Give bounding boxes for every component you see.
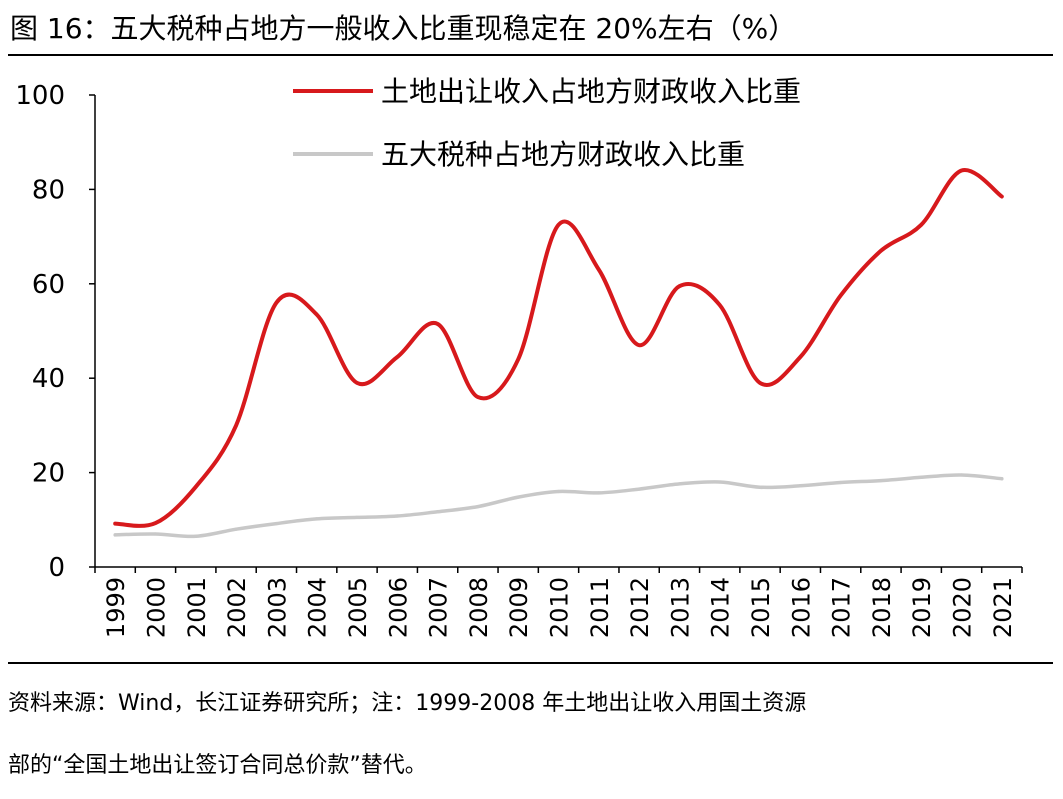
data-point xyxy=(718,480,722,484)
x-tick-label: 2019 xyxy=(908,577,936,638)
y-tick-label: 80 xyxy=(32,175,65,205)
x-tick-label: 2013 xyxy=(666,577,694,638)
data-point xyxy=(194,485,198,489)
data-point xyxy=(597,268,601,272)
x-tick-label: 2001 xyxy=(183,577,211,638)
data-point xyxy=(637,343,641,347)
legend-label-2: 五大税种占地方财政收入比重 xyxy=(381,138,745,171)
x-tick-label: 2017 xyxy=(828,577,856,638)
y-tick-label: 60 xyxy=(32,270,65,300)
data-point xyxy=(919,475,923,479)
data-point xyxy=(798,484,802,488)
data-point xyxy=(516,357,520,361)
data-point xyxy=(677,284,682,288)
x-tick-label: 2007 xyxy=(425,577,453,638)
source-line-1: 资料来源：Wind，长江证券研究所；注：1999-2008 年土地出让收入用国土… xyxy=(8,691,807,716)
line-chart: 0 20 40 60 80 100 1999 2000 2001 2002 2003 2004 2005… xyxy=(15,75,1023,638)
x-tick-label: 2004 xyxy=(304,577,332,638)
data-point xyxy=(839,294,843,298)
source-line-2: 部的“全国土地出让签订合同总价款”替代。 xyxy=(8,753,427,778)
x-tick-label: 2002 xyxy=(223,577,251,638)
data-point xyxy=(758,485,762,489)
data-point xyxy=(839,480,843,485)
x-tick-label: 2005 xyxy=(344,577,372,638)
data-point xyxy=(1000,194,1004,199)
bottom-rule xyxy=(8,662,1053,664)
data-point xyxy=(355,381,359,385)
x-tick-label: 2014 xyxy=(707,577,735,638)
x-tick-label: 2000 xyxy=(142,577,170,638)
data-point xyxy=(798,355,802,359)
data-point xyxy=(556,489,561,494)
x-tick-label: 2006 xyxy=(384,577,412,638)
y-tick-label: 40 xyxy=(32,364,65,394)
data-point xyxy=(274,521,278,526)
data-point xyxy=(476,395,480,399)
data-point xyxy=(435,322,440,326)
x-tick-label: 2003 xyxy=(263,577,291,638)
data-point xyxy=(637,487,641,491)
data-point xyxy=(718,303,722,307)
x-tick-label: 2011 xyxy=(586,577,614,638)
x-tick-label: 2020 xyxy=(949,577,977,638)
data-point xyxy=(153,521,158,525)
x-tick-label: 2010 xyxy=(546,577,574,638)
data-point xyxy=(315,517,319,521)
data-point xyxy=(113,521,117,526)
x-tick-label: 2021 xyxy=(989,577,1017,638)
series-layer xyxy=(113,168,1004,539)
x-tick-label: 2016 xyxy=(787,577,815,638)
source-note: 资料来源：Wind，长江证券研究所；注：1999-2008 年土地出让收入用国土… xyxy=(8,684,1058,786)
data-point xyxy=(435,510,440,514)
title-rule xyxy=(8,54,1053,56)
y-tick-label: 20 xyxy=(32,459,65,489)
data-point xyxy=(1000,477,1004,481)
data-point xyxy=(234,423,238,427)
data-point xyxy=(355,515,359,520)
chart-axes: 0 20 40 60 80 100 1999 2000 2001 2002 2003 2004 2005… xyxy=(15,81,1023,638)
data-point xyxy=(194,534,198,538)
series-line-2 xyxy=(113,473,1004,539)
data-point xyxy=(315,312,319,317)
data-point xyxy=(919,223,923,227)
data-point xyxy=(597,491,601,495)
x-tick-label: 2008 xyxy=(465,577,493,638)
x-tick-label: 2015 xyxy=(747,577,775,638)
data-point xyxy=(395,355,399,359)
data-point xyxy=(476,504,480,509)
data-point xyxy=(153,532,158,536)
data-point xyxy=(959,473,964,477)
data-point xyxy=(758,381,762,385)
data-point xyxy=(113,533,117,537)
y-tick-label: 100 xyxy=(15,81,65,111)
data-point xyxy=(395,514,399,518)
x-tick-label: 2018 xyxy=(868,577,896,638)
data-point xyxy=(516,495,520,499)
data-point xyxy=(274,301,278,305)
data-point xyxy=(677,482,682,486)
legend-label-1: 土地出让收入占地方财政收入比重 xyxy=(381,75,801,108)
x-tick-label: 2009 xyxy=(505,577,533,638)
figure-title: 图 16：五大税种占地方一般收入比重现稳定在 20%左右（%） xyxy=(10,12,797,45)
x-tick-label: 1999 xyxy=(102,577,130,638)
y-tick-label: 0 xyxy=(48,553,65,583)
data-point xyxy=(879,249,883,253)
data-point xyxy=(234,527,238,531)
x-tick-label: 2012 xyxy=(626,577,654,638)
data-point xyxy=(879,479,883,483)
data-point xyxy=(556,223,561,227)
data-point xyxy=(959,168,964,173)
